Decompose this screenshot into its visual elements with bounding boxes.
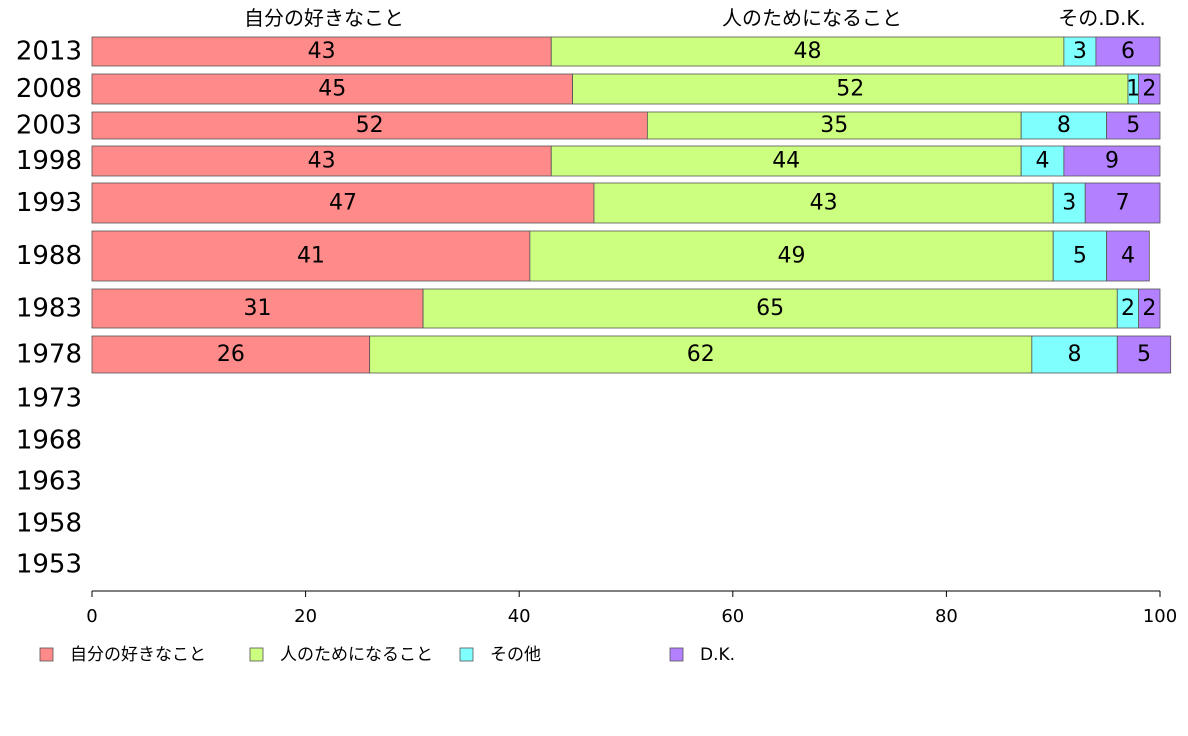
data-label-1993-s2: 3 <box>1062 191 1076 216</box>
x-tick-label-80: 80 <box>935 606 958 627</box>
data-label-1978-s1: 62 <box>687 342 715 367</box>
data-label-2013-s0: 43 <box>308 39 336 64</box>
bar-segment-2013-s3 <box>1095 36 1161 67</box>
data-label-1978-s3: 5 <box>1137 342 1151 367</box>
bar-segment-1978-s0 <box>91 335 371 374</box>
data-label-2003-s0: 52 <box>356 113 384 138</box>
category-label-1958: 1958 <box>16 509 82 539</box>
column-header-for-others: 人のためになること <box>722 6 902 30</box>
data-label-2003-s1: 35 <box>820 113 848 138</box>
legend-swatch-s2 <box>459 647 474 662</box>
bar-segment-1983-s3 <box>1138 288 1161 329</box>
data-label-2008-s2: 1 <box>1126 77 1140 102</box>
category-label-1983: 1983 <box>16 294 82 324</box>
x-tick-label-20: 20 <box>294 606 317 627</box>
bar-segment-1993-s0 <box>91 182 595 224</box>
data-label-1993-s0: 47 <box>329 191 357 216</box>
x-axis: 0 20 40 60 80 100 <box>86 590 1177 627</box>
legend-swatch-s0 <box>39 647 54 662</box>
category-label-2008: 2008 <box>16 74 82 104</box>
legend-label-s3: D.K. <box>700 645 735 665</box>
data-label-2003-s3: 5 <box>1126 113 1140 138</box>
data-label-1998-s3: 9 <box>1105 149 1119 174</box>
legend-swatch-s3 <box>669 647 684 662</box>
data-label-1978-s0: 26 <box>217 342 245 367</box>
category-label-1973: 1973 <box>16 384 82 414</box>
bar-segment-1978-s3 <box>1116 335 1172 374</box>
column-headers: 自分の好きなこと 人のためになること その.D.K. <box>244 6 1146 30</box>
bar-segment-2003-s0 <box>91 111 648 140</box>
bar-segment-2003-s2 <box>1020 111 1107 140</box>
category-label-1993: 1993 <box>16 188 82 218</box>
data-label-2008-s3: 2 <box>1142 77 1156 102</box>
bars-layer: 43 48 3 645 52 1 252 35 8 543 44 4 947 43 3 741 49 5 431 65… <box>91 36 1172 374</box>
bar-segment-2013-s1 <box>550 36 1065 67</box>
data-label-1998-s1: 44 <box>772 149 800 174</box>
data-label-2008-s0: 45 <box>318 77 346 102</box>
column-header-own-interest: 自分の好きなこと <box>244 6 404 30</box>
data-label-1988-s1: 49 <box>778 244 806 269</box>
bar-segment-2013-s2 <box>1063 36 1097 67</box>
bar-segment-2003-s3 <box>1106 111 1161 140</box>
data-label-2013-s3: 6 <box>1121 39 1135 64</box>
legend-label-s2: その他 <box>490 645 541 665</box>
bar-segment-1993-s2 <box>1052 182 1086 224</box>
data-label-1983-s0: 31 <box>244 296 272 321</box>
data-label-1983-s2: 2 <box>1121 296 1135 321</box>
bar-segment-2008-s3 <box>1138 73 1161 105</box>
category-label-1963: 1963 <box>16 467 82 497</box>
category-label-1968: 1968 <box>16 426 82 456</box>
category-label-2003: 2003 <box>16 111 82 141</box>
bar-segment-1983-s0 <box>91 288 424 329</box>
data-label-2013-s2: 3 <box>1073 39 1087 64</box>
bar-segment-1988-s3 <box>1106 230 1150 282</box>
data-label-1993-s3: 7 <box>1116 191 1130 216</box>
bar-segment-1993-s1 <box>593 182 1054 224</box>
legend-label-s1: 人のためになること <box>280 645 433 665</box>
x-tick-label-100: 100 <box>1143 606 1177 627</box>
bar-segment-1998-s1 <box>550 145 1022 177</box>
data-label-1998-s0: 43 <box>308 149 336 174</box>
bar-segment-1983-s1 <box>422 288 1118 329</box>
bar-segment-2008-s1 <box>572 73 1129 105</box>
data-label-1983-s1: 65 <box>756 296 784 321</box>
bar-segment-2003-s1 <box>646 111 1022 140</box>
x-tick-label-0: 0 <box>86 606 97 627</box>
data-label-1988-s3: 4 <box>1121 244 1135 269</box>
category-label-2013: 2013 <box>16 37 82 67</box>
category-label-1988: 1988 <box>16 241 82 271</box>
column-header-other-dk: その.D.K. <box>1058 6 1146 30</box>
data-label-1988-s2: 5 <box>1073 244 1087 269</box>
data-label-1998-s2: 4 <box>1036 149 1050 174</box>
legend-swatch-s1 <box>249 647 264 662</box>
bar-segment-1993-s3 <box>1084 182 1161 224</box>
data-label-1978-s2: 8 <box>1068 342 1082 367</box>
category-label-1953: 1953 <box>16 550 82 580</box>
data-label-2013-s1: 48 <box>794 39 822 64</box>
category-label-1998: 1998 <box>16 146 82 176</box>
bar-segment-2008-s0 <box>91 73 574 105</box>
data-label-1988-s0: 41 <box>297 244 325 269</box>
data-label-2008-s1: 52 <box>836 77 864 102</box>
legend: 自分の好きなこと 人のためになること その他 D.K. <box>39 645 735 665</box>
x-tick-label-40: 40 <box>508 606 531 627</box>
bar-segment-1988-s1 <box>529 230 1054 282</box>
bar-segment-1988-s0 <box>91 230 531 282</box>
category-label-1978: 1978 <box>16 340 82 370</box>
x-tick-label-60: 60 <box>721 606 744 627</box>
bar-segment-2013-s0 <box>91 36 552 67</box>
category-labels: 2013 2008 2003 1998 1993 1988 1983 1978 1973 1968… <box>16 37 82 580</box>
data-label-2003-s2: 8 <box>1057 113 1071 138</box>
legend-label-s0: 自分の好きなこと <box>70 645 206 665</box>
bar-segment-1998-s0 <box>91 145 552 177</box>
bar-segment-1998-s3 <box>1063 145 1161 177</box>
data-label-1983-s3: 2 <box>1142 296 1156 321</box>
data-label-1993-s1: 43 <box>810 191 838 216</box>
